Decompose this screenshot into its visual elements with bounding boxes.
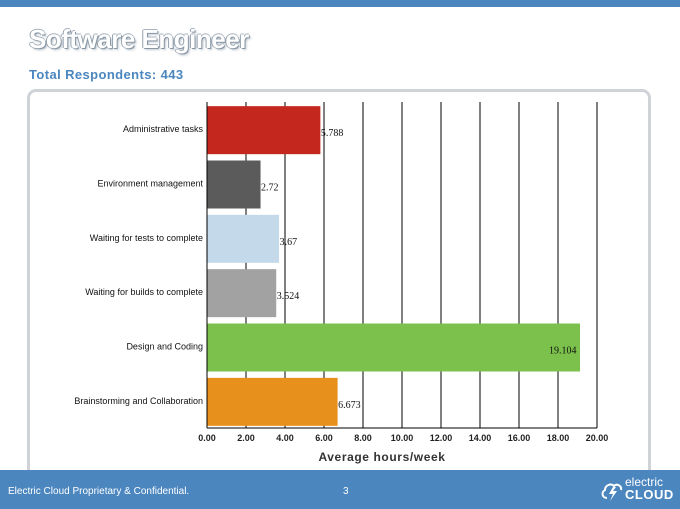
x-tick-label: 2.00 [237,433,255,443]
data-label: 3.524 [277,291,300,302]
footer-confidential-text: Electric Cloud Proprietary & Confidentia… [8,486,190,497]
data-label: 5.788 [321,128,344,139]
x-tick-label: 16.00 [508,433,531,443]
data-label: 19.104 [549,346,577,357]
bar [207,323,581,372]
slide-title: Software Engineer [29,24,249,54]
logo-text-electric: electric [625,475,664,489]
electric-cloud-logo: electric CLOUD [601,473,677,507]
category-label: Waiting for tests to complete [90,233,203,243]
x-tick-label: 20.00 [586,433,609,443]
lightning-cloud-icon [601,483,623,501]
x-tick-label: 10.00 [391,433,414,443]
category-label: Design and Coding [126,342,203,352]
bar [207,160,261,209]
data-label: 3.67 [280,237,298,248]
bar-chart: 0.00 2.00 4.00 6.00 8.00 10.00 12.00 14.00 16.00… [74,102,609,464]
data-label: 2.72 [261,183,279,194]
bar [207,377,338,426]
x-axis-label: Average hours/week [318,450,445,464]
x-tick-label: 4.00 [276,433,294,443]
data-label: 6.673 [338,400,361,411]
x-tick-label: 0.00 [198,433,216,443]
footer-bar: Electric Cloud Proprietary & Confidentia… [0,470,680,509]
category-label: Administrative tasks [123,124,204,134]
respondents-subtitle: Total Respondents: 443 [29,67,184,82]
top-accent-bar [0,0,680,7]
x-tick-label: 6.00 [315,433,333,443]
category-label: Waiting for builds to complete [85,287,203,297]
bar [207,269,277,318]
x-tick-label: 8.00 [354,433,372,443]
logo-text-cloud: CLOUD [625,487,674,502]
bar [207,214,280,263]
x-tick-label: 18.00 [547,433,570,443]
chart-panel [27,89,651,470]
category-label: Brainstorming and Collaboration [74,396,203,406]
bar [207,106,321,155]
page-number: 3 [343,486,349,497]
x-tick-label: 12.00 [430,433,453,443]
x-tick-label: 14.00 [469,433,492,443]
category-label: Environment management [97,179,203,189]
